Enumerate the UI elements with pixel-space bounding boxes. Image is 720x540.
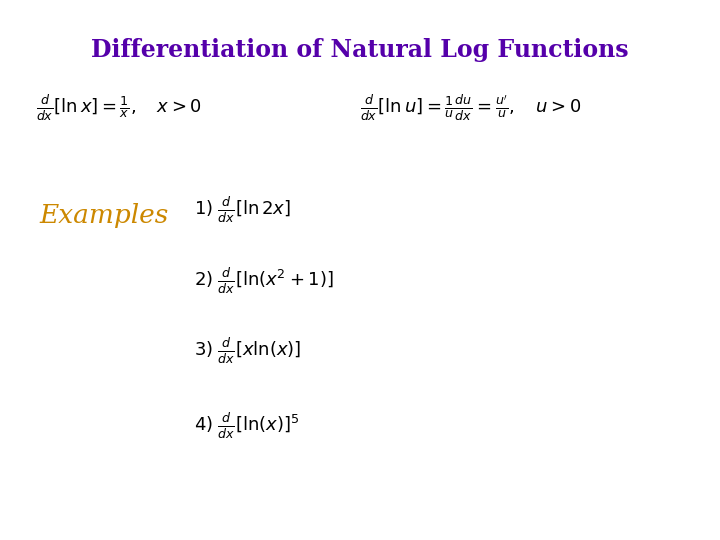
Text: $\frac{d}{dx}[\ln u] = \frac{1}{u}\frac{du}{dx} = \frac{u'}{u}, \quad u > 0$: $\frac{d}{dx}[\ln u] = \frac{1}{u}\frac{… <box>360 93 581 123</box>
Text: Differentiation of Natural Log Functions: Differentiation of Natural Log Functions <box>91 38 629 62</box>
Text: $1)\;\frac{d}{dx}[\ln 2x]$: $1)\;\frac{d}{dx}[\ln 2x]$ <box>194 196 292 225</box>
Text: $3)\;\frac{d}{dx}[x\ln(x)]$: $3)\;\frac{d}{dx}[x\ln(x)]$ <box>194 336 302 366</box>
Text: $\frac{d}{dx}[\ln x] = \frac{1}{x}, \quad x > 0$: $\frac{d}{dx}[\ln x] = \frac{1}{x}, \qua… <box>36 93 202 123</box>
Text: $4)\;\frac{d}{dx}[\ln(x)]^{5}$: $4)\;\frac{d}{dx}[\ln(x)]^{5}$ <box>194 412 300 441</box>
Text: $2)\;\frac{d}{dx}[\ln(x^{2}+1)]$: $2)\;\frac{d}{dx}[\ln(x^{2}+1)]$ <box>194 266 334 295</box>
Text: Examples: Examples <box>40 204 169 228</box>
